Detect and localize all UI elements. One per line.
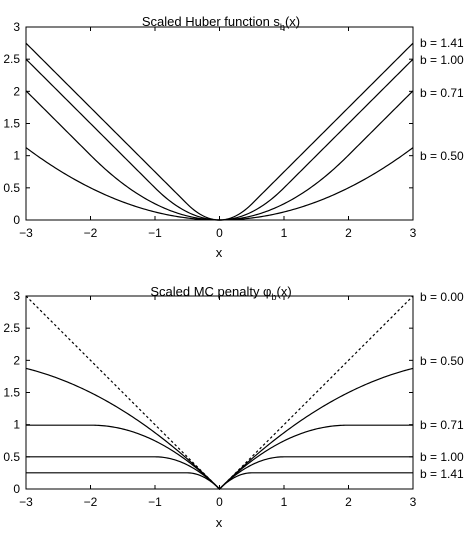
mc-x-tick-label: −3 [19, 495, 33, 509]
huber-x-tick-label: 2 [345, 226, 352, 240]
mc-x-tick-label: 3 [410, 495, 417, 509]
mc-y-tick-label: 2.5 [3, 321, 20, 335]
mc-series-label: b = 0.00 [420, 290, 464, 304]
huber-x-tick-label: 0 [216, 226, 223, 240]
huber-y-tick-label: 1.5 [3, 117, 20, 131]
huber-y-tick-label: 1 [13, 149, 20, 163]
huber-x-tick-label: −3 [19, 226, 33, 240]
mc-series-line [25, 295, 414, 490]
huber-series-label: b = 0.71 [420, 86, 464, 100]
mc-series-label: b = 0.71 [420, 418, 464, 432]
mc-y-tick-label: 3 [13, 289, 20, 303]
mc-y-tick-label: 1.5 [3, 386, 20, 400]
mc-y-tick-label: 2 [13, 353, 20, 367]
mc-panel: Scaled MC penalty φb(x) x −3 −2 −1 0 1 2 3 0 0.5… [3, 284, 464, 530]
mc-x-tick-label: −1 [148, 495, 162, 509]
huber-title: Scaled Huber function sb(x) [142, 14, 300, 32]
huber-x-axis-label: x [216, 245, 223, 260]
mc-x-tick-label: 0 [216, 495, 223, 509]
huber-y-tick-label: 0.5 [3, 181, 20, 195]
huber-series-line [25, 90, 414, 221]
huber-x-tick-label: 3 [410, 226, 417, 240]
huber-y-tick-label: 3 [13, 20, 20, 34]
mc-x-tick-label: 2 [345, 495, 352, 509]
mc-plot-frame [25, 295, 414, 490]
huber-y-tick-label: 2.5 [3, 52, 20, 66]
mc-series-label: b = 0.50 [420, 354, 464, 368]
huber-series-line [25, 147, 414, 221]
mc-series-line [25, 367, 414, 490]
huber-panel: Scaled Huber function sb(x) x −3 −2 −1 0 1 2 3… [3, 14, 464, 260]
huber-y-tick-label: 0 [13, 213, 20, 227]
mc-series-line [26, 472, 413, 490]
mc-y-tick-label: 0.5 [3, 450, 20, 464]
mc-series-label: b = 1.00 [420, 450, 464, 464]
huber-series-line [25, 42, 414, 221]
huber-series-label: b = 1.41 [420, 36, 464, 50]
huber-series-label: b = 1.00 [420, 53, 464, 67]
mc-x-tick-label: −2 [84, 495, 98, 509]
mc-title: Scaled MC penalty φb(x) [150, 284, 291, 302]
huber-plot-frame [25, 26, 414, 221]
huber-series-label: b = 0.50 [420, 149, 464, 163]
mc-series-label: b = 1.41 [420, 467, 464, 481]
huber-y-tick-label: 2 [13, 84, 20, 98]
mc-y-tick-label: 0 [13, 482, 20, 496]
huber-x-tick-label: −1 [148, 226, 162, 240]
huber-series-line [25, 58, 414, 221]
mc-x-axis-label: x [216, 515, 223, 530]
huber-x-tick-label: 1 [281, 226, 288, 240]
mc-y-tick-label: 1 [13, 418, 20, 432]
huber-x-tick-label: −2 [84, 226, 98, 240]
mc-x-tick-label: 1 [281, 495, 288, 509]
